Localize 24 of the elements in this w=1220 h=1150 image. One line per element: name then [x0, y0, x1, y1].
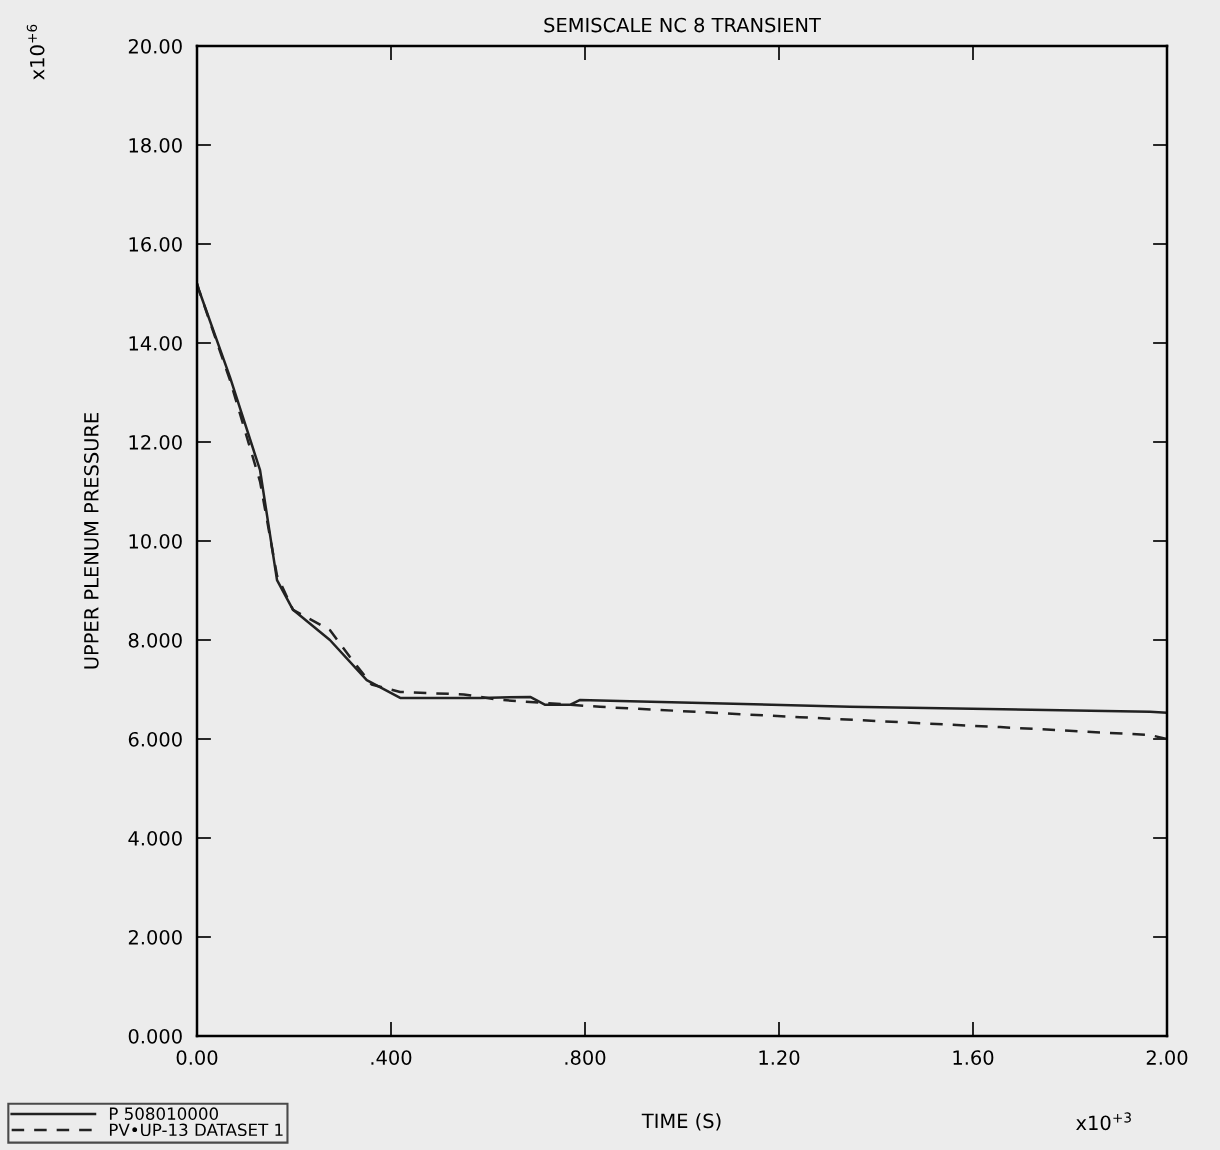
- y-tick-label: 16.00: [129, 236, 182, 252]
- y-tick-label: 10.00: [129, 533, 182, 549]
- text: x10$^{+6}$: [26, 24, 45, 80]
- y-tick-label: 0.000: [128, 1028, 182, 1044]
- x-tick-label: .400: [371, 1050, 412, 1065]
- legend-label: P 508010000: [109, 1107, 219, 1120]
- y-tick-label: 4.000: [128, 830, 182, 846]
- text: x10$^{+3}$: [1076, 1112, 1131, 1131]
- y-tick-label: 12.00: [129, 434, 182, 450]
- chart-title: SEMISCALE NC 8 TRANSIENT: [544, 17, 821, 33]
- y-tick-label: 2.000: [128, 929, 182, 945]
- x-axis-title: TIME (S): [641, 1113, 721, 1131]
- x-tick-label: 0.00: [176, 1050, 218, 1065]
- x-tick-label: 1.60: [953, 1050, 994, 1065]
- y-tick-label: 8.000: [128, 632, 182, 648]
- y-tick-label: 18.00: [129, 137, 182, 153]
- y-tick-label: 14.00: [129, 335, 182, 351]
- y-axis-title: UPPER PLENUM PRESSURE: [83, 413, 99, 669]
- legend-label: PV•UP-13 DATASET 1: [109, 1123, 283, 1137]
- x-tick-label: 2.00: [1146, 1050, 1188, 1065]
- y-tick-label: 6.000: [128, 731, 182, 747]
- x-tick-label: 1.20: [759, 1050, 800, 1065]
- x-tick-label: .800: [565, 1050, 606, 1065]
- y-tick-label: 20.00: [128, 38, 182, 54]
